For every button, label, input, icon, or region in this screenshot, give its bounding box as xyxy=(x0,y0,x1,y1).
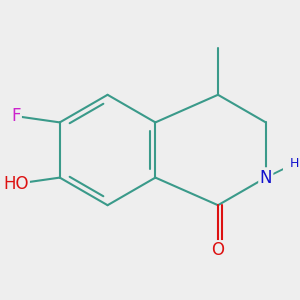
Text: HO: HO xyxy=(3,175,29,193)
Text: H: H xyxy=(289,157,299,170)
Text: O: O xyxy=(212,242,224,260)
Text: F: F xyxy=(11,107,21,125)
Text: N: N xyxy=(260,169,272,187)
